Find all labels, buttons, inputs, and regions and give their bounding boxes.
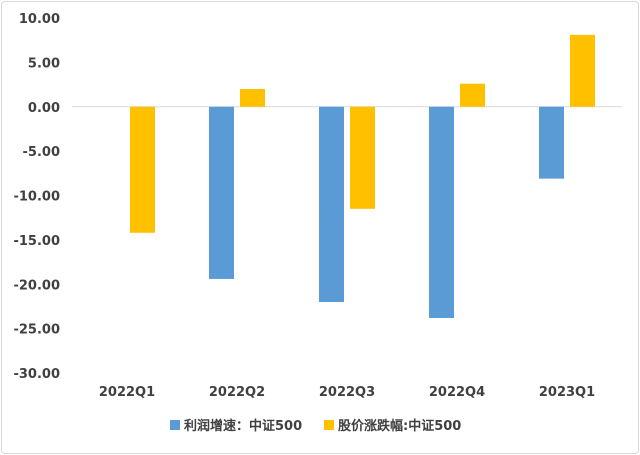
y-tick-label: -15.00 [13, 234, 60, 249]
x-tick-label: 2023Q1 [539, 385, 595, 400]
x-tick-label: 2022Q4 [429, 385, 485, 400]
y-tick-label: -25.00 [13, 323, 60, 338]
bar-profit-growth-2022Q3 [319, 106, 344, 302]
legend-swatch [324, 420, 334, 430]
bars [130, 34, 595, 318]
x-axis: 2022Q1 2022Q2 2022Q3 2022Q4 2023Q1 [99, 385, 595, 400]
bar-price-change-2022Q1 [130, 106, 155, 233]
y-tick-label: 5.00 [28, 56, 60, 71]
bar-price-change-2022Q4 [460, 83, 485, 107]
bar-price-change-2023Q1 [570, 34, 595, 107]
legend-swatch [170, 420, 180, 430]
x-tick-label: 2022Q1 [99, 385, 155, 400]
bar-profit-growth-2023Q1 [539, 106, 564, 179]
y-tick-label: -5.00 [23, 145, 60, 160]
x-tick-label: 2022Q2 [209, 385, 265, 400]
y-axis: 10.00 5.00 0.00 -5.00 -10.00 -15.00 -20.00 -25.… [13, 12, 60, 382]
bar-price-change-2022Q2 [240, 89, 265, 107]
legend: 利润增速：中证500 股价涨跌幅:中证500 [170, 418, 461, 434]
bar-price-change-2022Q3 [350, 106, 375, 209]
x-tick-label: 2022Q3 [319, 385, 375, 400]
legend-item-profit-growth: 利润增速：中证500 [184, 418, 302, 434]
y-tick-label: -20.00 [13, 278, 60, 293]
y-tick-label: 10.00 [19, 12, 60, 27]
legend-item-price-change: 股价涨跌幅:中证500 [338, 418, 461, 434]
y-tick-label: 0.00 [28, 101, 60, 116]
y-tick-label: -30.00 [13, 367, 60, 382]
y-tick-label: -10.00 [13, 190, 60, 205]
bar-profit-growth-2022Q4 [429, 106, 454, 318]
bar-profit-growth-2022Q2 [209, 106, 234, 279]
